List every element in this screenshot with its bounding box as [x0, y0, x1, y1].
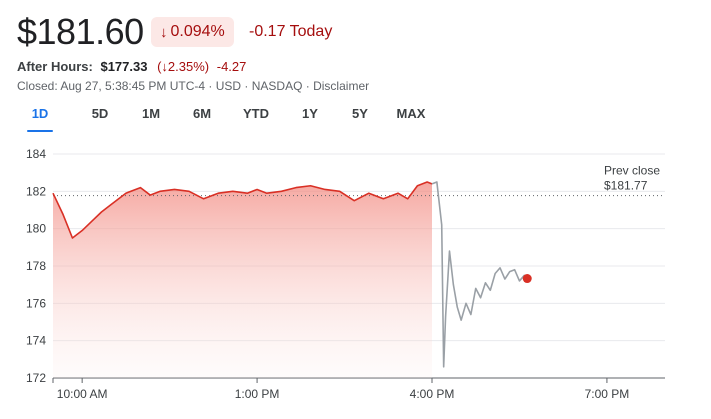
x-tick-label: 10:00 AM: [57, 387, 108, 401]
after-hours-change: -4.27: [216, 59, 247, 74]
y-tick-label: 176: [26, 296, 46, 310]
change-percent: 0.094%: [170, 23, 225, 40]
current-price: $181.60: [17, 11, 144, 52]
price-chart[interactable]: 184 182 180 178 176 174 172 10:00 AM 1:00 PM 4:0…: [0, 140, 711, 419]
y-tick-label: 182: [26, 184, 46, 198]
after-hours-line: After Hours: $177.33 (↓2.35%) -4.27: [17, 59, 246, 74]
prev-close-value: $181.77: [604, 179, 648, 193]
prev-close-label: Prev close: [604, 164, 660, 178]
arrow-down-icon: ↓: [160, 23, 168, 41]
tab-5d[interactable]: 5D: [91, 106, 109, 121]
regular-session-area: [53, 182, 432, 378]
x-tick-label: 1:00 PM: [235, 387, 280, 401]
x-tick-label: 7:00 PM: [585, 387, 630, 401]
tab-1m[interactable]: 1M: [141, 106, 161, 121]
current-price-marker[interactable]: [522, 274, 532, 284]
change-percent-badge: ↓ 0.094%: [151, 17, 234, 47]
after-hours-price: $177.33: [100, 59, 148, 74]
range-tabs: 1D 5D 1M 6M YTD 1Y 5Y MAX: [20, 106, 442, 132]
tab-ytd[interactable]: YTD: [243, 106, 269, 121]
y-tick-label: 172: [26, 371, 46, 385]
tab-6m[interactable]: 6M: [192, 106, 212, 121]
change-today: -0.17 Today: [249, 23, 333, 40]
y-tick-label: 184: [26, 147, 46, 161]
series-line-after-hours: [431, 181, 528, 368]
after-hours-percent: (↓2.35%): [157, 59, 210, 74]
tab-max[interactable]: MAX: [396, 106, 426, 121]
after-hours-label: After Hours:: [17, 59, 93, 74]
series-line-regular: [52, 181, 433, 239]
tab-1d[interactable]: 1D: [20, 106, 60, 132]
y-tick-label: 180: [26, 222, 46, 236]
tab-5y[interactable]: 5Y: [352, 106, 368, 121]
y-tick-label: 178: [26, 259, 46, 273]
tab-1y[interactable]: 1Y: [302, 106, 318, 121]
market-status-line[interactable]: Closed: Aug 27, 5:38:45 PM UTC-4 · USD ·…: [17, 79, 370, 93]
y-tick-label: 174: [26, 334, 46, 348]
x-tick-label: 4:00 PM: [410, 387, 455, 401]
